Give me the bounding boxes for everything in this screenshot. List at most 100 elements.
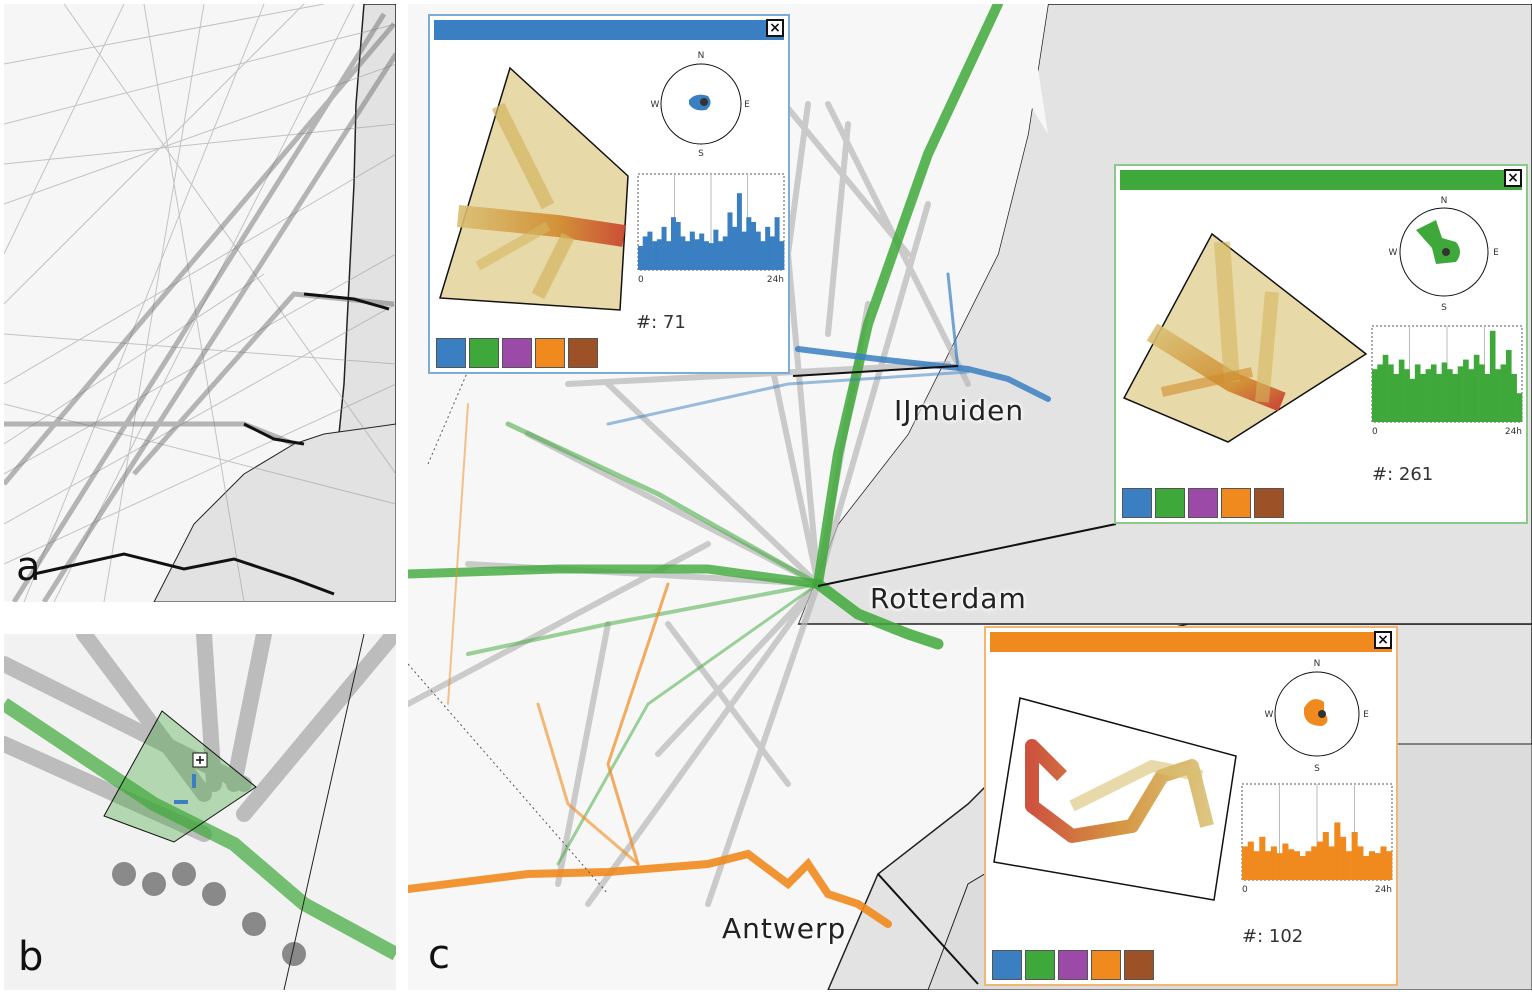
histogram-bar [741, 231, 747, 270]
histogram-bar [1484, 374, 1491, 422]
histogram-bar [675, 222, 681, 270]
histogram-bar [1270, 846, 1277, 880]
histogram-bar [722, 236, 728, 270]
histogram-bar [1382, 354, 1389, 422]
popup-titlebar[interactable] [434, 20, 784, 40]
histogram-bar [746, 217, 752, 270]
histogram-bar [1479, 364, 1485, 422]
color-swatch-2[interactable] [1025, 950, 1055, 980]
trajectory-count: #: 71 [636, 312, 686, 333]
histogram-bar [1414, 364, 1421, 422]
histogram-bar [689, 231, 695, 270]
compass-e: E [1493, 248, 1499, 258]
histogram-bar [760, 241, 766, 270]
close-icon[interactable]: × [1504, 169, 1522, 187]
histogram-bar [670, 217, 676, 270]
histogram-bar [1276, 853, 1283, 880]
histogram-bar [1441, 362, 1448, 422]
color-swatch-2[interactable] [1155, 488, 1185, 518]
histogram-bar [727, 212, 733, 270]
histogram-bar [1363, 856, 1370, 880]
histogram-bar [1328, 846, 1335, 880]
color-swatch-3[interactable] [1188, 488, 1218, 518]
histogram-bar [661, 226, 667, 270]
color-swatch-1[interactable] [1122, 488, 1152, 518]
color-swatch-1[interactable] [436, 338, 466, 368]
histogram-bar [751, 222, 757, 270]
histogram-bar [1404, 369, 1410, 422]
histogram-bar [638, 246, 644, 270]
popup-window-green[interactable]: × N E S W 0 24h #: 261 [1114, 164, 1528, 524]
histogram-bar [642, 236, 648, 270]
color-swatch-5[interactable] [1124, 950, 1154, 980]
direction-rose: N E S W [1389, 196, 1500, 313]
panel-b-selection-zoom: b [4, 634, 396, 990]
close-icon[interactable]: × [766, 19, 784, 37]
histogram-bar [774, 217, 780, 270]
panel-label-c: c [428, 932, 450, 978]
popup-window-orange[interactable]: × N E S W 0 24h #: 102 [984, 626, 1398, 986]
histogram-bar [1299, 856, 1306, 880]
close-icon[interactable]: × [1374, 631, 1392, 649]
histogram-bar [1420, 374, 1426, 422]
popup-titlebar[interactable] [1120, 170, 1522, 190]
histogram-bar [1457, 366, 1464, 422]
popup-titlebar[interactable] [990, 632, 1392, 652]
histogram-bar [1322, 832, 1329, 880]
histogram-bar [652, 241, 658, 270]
histogram-bar [703, 241, 709, 270]
trajectory-count: #: 261 [1372, 464, 1434, 485]
city-label-antwerp: Antwerp [722, 912, 847, 945]
compass-w: W [1389, 248, 1398, 258]
popup-window-blue[interactable]: × N E S W 0 24h #: 71 [428, 14, 790, 374]
histogram-bar [718, 241, 724, 270]
histogram-bar [1357, 846, 1364, 880]
compass-n: N [698, 51, 705, 61]
heatmap-shape [993, 697, 1237, 901]
histogram-bar [713, 229, 719, 270]
color-swatch-4[interactable] [1091, 950, 1121, 980]
histogram-bar [1282, 843, 1289, 880]
histogram-bar [680, 236, 686, 270]
histogram-end-label: 24h [1505, 427, 1522, 436]
histogram-bar [1247, 841, 1254, 880]
histogram-bar [1368, 851, 1375, 880]
histogram-bar [1253, 851, 1260, 880]
histogram-bar [1288, 849, 1295, 880]
histogram-bar [694, 239, 700, 270]
histogram-bar [1351, 832, 1358, 880]
color-swatches [992, 950, 1154, 980]
panel-label-b: b [18, 934, 44, 980]
compass-w: W [1265, 710, 1274, 720]
color-swatch-5[interactable] [1254, 488, 1284, 518]
histogram-bar [1317, 841, 1324, 880]
histogram-bar [765, 226, 771, 270]
histogram-bar [685, 241, 691, 270]
color-swatch-4[interactable] [535, 338, 565, 368]
selection-zoom-map [4, 634, 396, 990]
compass-e: E [1363, 710, 1369, 720]
color-swatch-4[interactable] [1221, 488, 1251, 518]
color-swatch-2[interactable] [469, 338, 499, 368]
histogram-bar [708, 243, 714, 270]
color-swatch-5[interactable] [568, 338, 598, 368]
color-swatch-3[interactable] [1058, 950, 1088, 980]
histogram-bar [1340, 836, 1347, 880]
histogram-bar [1372, 369, 1378, 422]
city-label-rotterdam: Rotterdam [870, 582, 1027, 615]
histogram-start-label: 0 [1372, 427, 1378, 436]
heatmap-shape [439, 66, 629, 311]
heatmap-shape [1122, 232, 1368, 443]
time-histogram: 0 24h [637, 173, 785, 284]
color-swatch-1[interactable] [992, 950, 1022, 980]
histogram-bar [656, 239, 662, 270]
histogram-bar [1516, 393, 1523, 422]
histogram-bar [1463, 359, 1469, 422]
direction-rose: N E S W [1265, 659, 1370, 774]
histogram-bar [699, 233, 705, 270]
color-swatch-3[interactable] [502, 338, 532, 368]
histogram-bar [1409, 378, 1416, 422]
histogram-bar [1374, 853, 1381, 880]
histogram-bar [1386, 851, 1393, 880]
histogram-bar [1293, 851, 1300, 880]
